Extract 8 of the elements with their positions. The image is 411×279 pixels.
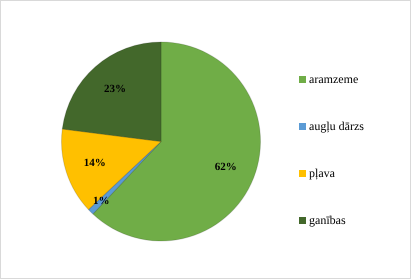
data-label: 62% [214, 160, 237, 173]
legend-label: ganības [309, 212, 346, 228]
legend-label: pļava [309, 166, 335, 180]
legend-label: aramzeme [309, 72, 358, 86]
legend-label: augļu dārzs [309, 118, 364, 134]
data-label: 1% [92, 195, 110, 208]
data-label: 14% [84, 156, 106, 169]
data-label: 23% [104, 83, 126, 96]
